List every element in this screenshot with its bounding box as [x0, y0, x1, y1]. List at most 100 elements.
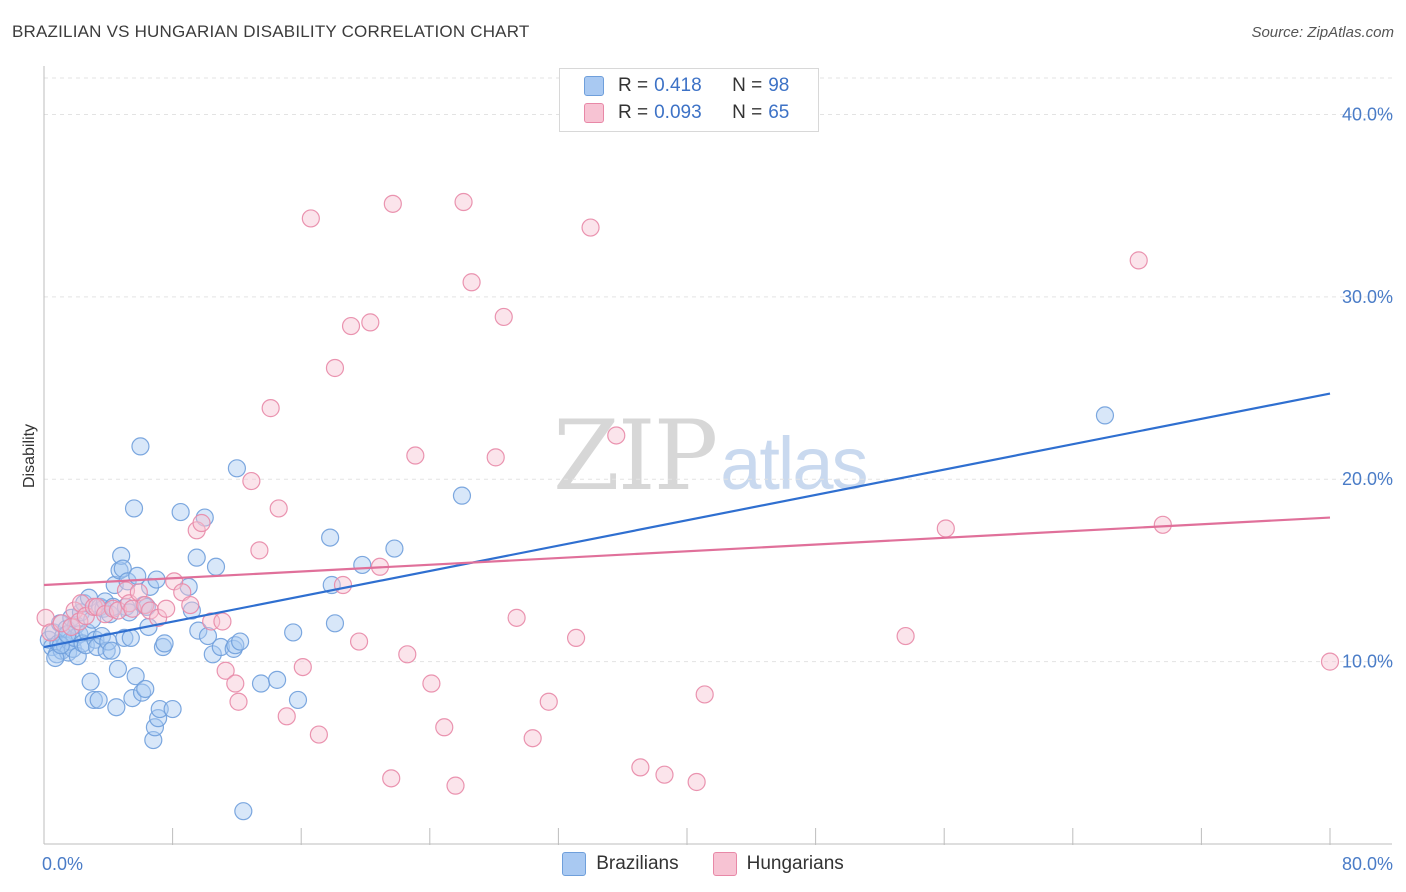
data-point-hungarians [250, 541, 269, 560]
data-point-brazilians [227, 459, 246, 478]
data-point-brazilians [187, 548, 206, 567]
data-point-brazilians [115, 628, 134, 648]
data-point-brazilians [321, 528, 340, 547]
data-point-hungarians [361, 313, 380, 332]
bottom-legend-swatch-brazilians [562, 852, 587, 876]
data-point-brazilians [123, 688, 142, 708]
bottom-legend-label: Hungarians [746, 853, 844, 874]
data-point-brazilians [251, 674, 271, 693]
data-point-hungarians [341, 316, 361, 336]
data-point-brazilians [149, 709, 168, 728]
data-point-brazilians [131, 437, 150, 456]
data-point-hungarians [655, 765, 674, 784]
data-point-brazilians [150, 699, 169, 719]
data-point-brazilians [107, 698, 126, 717]
legend-n-label: N = [732, 102, 763, 123]
trend-line-hungarians [43, 516, 1331, 587]
data-point-hungarians [454, 192, 473, 212]
data-point-hungarians [226, 674, 245, 693]
bottom-legend-label: Brazilians [596, 853, 679, 874]
y-tick-label: 20.0% [1342, 469, 1393, 489]
data-point-brazilians [97, 641, 116, 660]
data-point-hungarians [382, 769, 401, 788]
data-point-hungarians [325, 358, 345, 378]
legend-n-label: N = [732, 75, 763, 96]
data-point-brazilians [87, 637, 107, 657]
data-point-hungarians [269, 499, 288, 518]
y-axis-label: Disability [21, 424, 38, 488]
data-point-brazilians [288, 690, 308, 710]
data-point-hungarians [136, 595, 155, 615]
legend-r-value: 0.093 [654, 102, 702, 123]
data-point-hungarians [494, 307, 513, 327]
legend-r-label: R = [618, 102, 649, 123]
data-point-hungarians [216, 661, 235, 680]
data-point-hungarians [607, 426, 626, 445]
data-point-hungarians [192, 513, 211, 533]
data-point-hungarians [687, 772, 706, 792]
bottom-legend-brazilians: Brazilians [562, 852, 679, 876]
data-point-hungarians [406, 446, 425, 465]
legend: R = 0.418 N = 98 R = 0.093 N = 65 [559, 68, 819, 132]
data-point-brazilians [385, 539, 404, 558]
watermark-zip: ZIP [553, 400, 718, 512]
watermark-atlas: atlas [720, 422, 868, 505]
data-point-hungarians [65, 601, 84, 620]
data-point-brazilians [267, 670, 287, 689]
legend-n-value: 65 [768, 102, 790, 123]
data-point-hungarians [539, 692, 558, 711]
bottom-legend-swatch-hungarians [712, 852, 737, 876]
data-point-hungarians [581, 218, 600, 237]
data-point-brazilians [126, 667, 145, 686]
data-point-hungarians [462, 273, 481, 292]
data-point-hungarians [36, 608, 55, 627]
data-point-hungarians [213, 612, 232, 631]
trend-line-brazilians [43, 392, 1331, 649]
data-point-hungarians [695, 685, 714, 704]
data-point-hungarians [486, 448, 505, 467]
data-point-brazilians [108, 659, 128, 679]
data-point-hungarians [52, 614, 71, 633]
x-tick-label: 0.0% [42, 854, 83, 874]
x-tick-label: 80.0% [1342, 854, 1393, 874]
data-point-hungarians [435, 718, 454, 737]
data-point-brazilians [81, 672, 100, 691]
legend-r-label: R = [618, 75, 649, 96]
data-point-brazilians [89, 690, 108, 710]
data-point-hungarians [896, 626, 915, 646]
chart-title: BRAZILIAN VS HUNGARIAN DISABILITY CORREL… [12, 22, 530, 41]
legend-row-brazilians: R = 0.418 N = 98 [584, 73, 789, 99]
data-point-hungarians [293, 657, 312, 677]
data-point-brazilians [171, 502, 190, 522]
watermark: ZIPatlas [553, 400, 869, 512]
data-point-brazilians [234, 802, 253, 821]
data-point-brazilians [353, 555, 372, 575]
axis-layer [43, 66, 1392, 845]
data-point-brazilians [452, 486, 472, 505]
legend-n-value: 98 [768, 75, 790, 96]
data-point-hungarians [1153, 515, 1172, 534]
data-point-brazilians [325, 614, 345, 633]
data-point-hungarians [277, 707, 296, 726]
data-point-brazilians [206, 557, 226, 576]
data-point-brazilians [163, 699, 182, 719]
label-layer: 10.0% 20.0% 30.0% 40.0% 0.0% 80.0% Disability [21, 104, 1393, 874]
data-point-hungarians [936, 519, 955, 538]
points-layer [36, 192, 1340, 821]
y-tick-label: 30.0% [1342, 287, 1393, 307]
data-point-hungarians [383, 194, 402, 213]
data-point-hungarians [181, 595, 200, 615]
data-point-hungarians [261, 399, 280, 418]
data-point-hungarians [398, 645, 417, 664]
data-point-hungarians [631, 758, 650, 777]
trend-layer [43, 392, 1331, 649]
y-tick-label: 10.0% [1342, 652, 1393, 672]
data-point-hungarians [333, 575, 353, 595]
data-point-brazilians [198, 626, 218, 646]
data-point-brazilians [189, 621, 208, 640]
source-label: Source: ZipAtlas.com [1251, 24, 1394, 41]
bottom-legend: Brazilians Hungarians [0, 852, 1406, 876]
data-point-brazilians [136, 679, 155, 699]
data-point-hungarians [349, 632, 369, 651]
